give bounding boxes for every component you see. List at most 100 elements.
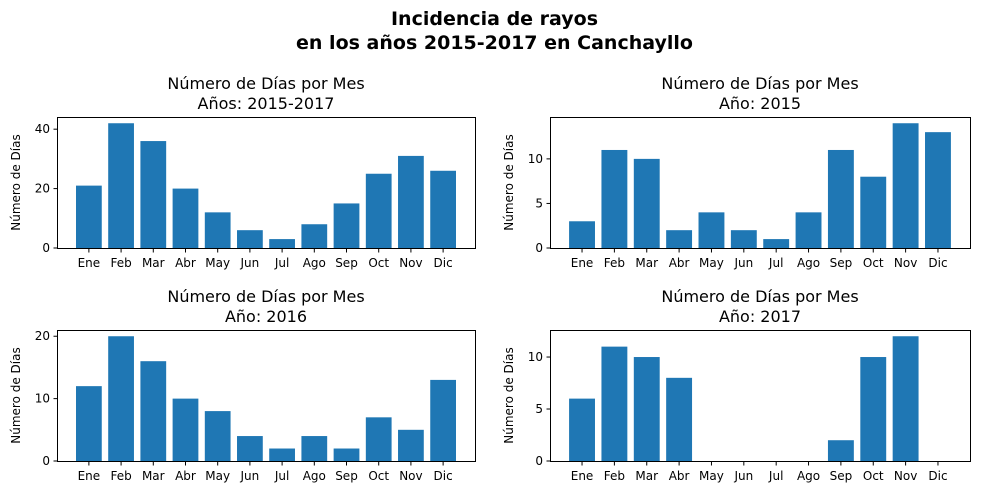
panel-title-line2: Año: 2016: [225, 307, 307, 326]
x-tick-label: Jun: [733, 469, 753, 483]
y-tick-label: 0: [535, 454, 543, 468]
bar-sep: [827, 149, 854, 248]
x-tick-label: Feb: [604, 256, 625, 270]
x-tick-label: Abr: [175, 469, 196, 483]
x-tick-label: Abr: [175, 256, 196, 270]
x-tick-label: Nov: [894, 256, 917, 270]
y-tick-label: 40: [35, 122, 50, 136]
bar-jul: [763, 239, 790, 248]
x-tick-label: Jun: [240, 256, 260, 270]
x-tick-label: Jul: [274, 469, 289, 483]
panel-title-line1: Número de Días por Mes: [167, 287, 364, 306]
y-tick-label: 10: [528, 350, 543, 364]
x-tick-label: Mar: [635, 256, 658, 270]
x-tick-label: Oct: [368, 469, 389, 483]
x-tick-label: Ene: [571, 469, 594, 483]
bar-jul: [269, 239, 295, 248]
x-tick-label: Abr: [669, 469, 690, 483]
bar-ene: [76, 185, 102, 248]
x-tick-label: Dic: [928, 469, 947, 483]
y-axis-label: Número de Días: [9, 134, 23, 230]
plot-frame: [550, 330, 971, 462]
x-tick-label: May: [699, 469, 724, 483]
x-tick-label: Sep: [830, 469, 853, 483]
x-tick-label: Abr: [669, 256, 690, 270]
x-tick-label: Mar: [635, 469, 658, 483]
bar-mar: [140, 141, 167, 248]
figure-title-line1: Incidencia de rayos: [391, 8, 598, 30]
x-tick-label: Mar: [142, 256, 165, 270]
x-tick-label: Ene: [78, 469, 101, 483]
y-tick-label: 10: [35, 392, 50, 406]
bar-nov: [398, 155, 424, 248]
x-tick-label: Feb: [110, 256, 131, 270]
y-tick-label: 10: [528, 152, 543, 166]
x-tick-label: Jul: [768, 256, 783, 270]
x-tick-label: Nov: [894, 469, 917, 483]
x-tick-label: Feb: [110, 469, 131, 483]
y-tick-label: 0: [42, 241, 50, 255]
bar-jul: [269, 448, 295, 461]
x-tick-label: Ago: [797, 469, 820, 483]
plot-frame: [57, 117, 476, 249]
y-tick-label: 20: [35, 329, 50, 343]
bar-feb: [108, 123, 134, 248]
x-tick-label: Nov: [399, 256, 422, 270]
bar-dic: [925, 132, 951, 248]
x-tick-label: Jul: [768, 469, 783, 483]
bar-ene: [76, 386, 102, 461]
bar-dic: [430, 170, 456, 248]
bar-abr: [172, 398, 199, 461]
x-tick-label: Sep: [830, 256, 853, 270]
bar-oct: [860, 357, 887, 461]
x-tick-label: Nov: [399, 469, 422, 483]
bar-feb: [601, 149, 628, 248]
bar-ago: [301, 224, 328, 248]
bar-sep: [827, 440, 854, 461]
bar-nov: [892, 336, 919, 461]
bar-may: [204, 212, 231, 248]
bar-oct: [365, 417, 392, 461]
x-tick-label: Sep: [335, 256, 358, 270]
x-tick-label: Jun: [733, 256, 753, 270]
bar-mar: [140, 361, 167, 461]
x-tick-label: Oct: [863, 256, 884, 270]
figure-title-line2: en los años 2015-2017 en Canchayllo: [296, 32, 693, 54]
y-axis-label: Número de Días: [502, 347, 516, 443]
x-tick-label: May: [205, 469, 230, 483]
bar-feb: [601, 346, 628, 461]
bar-ago: [795, 212, 822, 248]
plot-frame: [550, 117, 971, 249]
x-tick-label: Ene: [78, 256, 101, 270]
x-tick-label: Dic: [434, 256, 453, 270]
plot-frame: [57, 330, 476, 462]
panel-title-line1: Número de Días por Mes: [661, 287, 858, 306]
panel-title-line1: Número de Días por Mes: [661, 74, 858, 93]
bar-abr: [172, 188, 199, 248]
x-tick-label: Mar: [142, 469, 165, 483]
bar-jun: [730, 230, 757, 248]
y-tick-label: 0: [535, 241, 543, 255]
y-tick-label: 20: [35, 182, 50, 196]
panel-title-line2: Año: 2017: [719, 307, 801, 326]
bar-oct: [365, 173, 392, 248]
bar-sep: [333, 448, 360, 461]
x-tick-label: Dic: [928, 256, 947, 270]
y-tick-label: 0: [42, 454, 50, 468]
x-tick-label: May: [699, 256, 724, 270]
bar-nov: [892, 123, 919, 248]
bar-abr: [666, 377, 693, 461]
x-tick-label: Jul: [274, 256, 289, 270]
x-tick-label: Oct: [368, 256, 389, 270]
bar-dic: [430, 379, 456, 461]
x-tick-label: Feb: [604, 469, 625, 483]
bar-sep: [333, 203, 360, 248]
y-axis-label: Número de Días: [502, 134, 516, 230]
bar-ene: [569, 221, 595, 248]
bar-ene: [569, 398, 595, 461]
panel-title-line2: Año: 2015: [719, 94, 801, 113]
x-tick-label: Ago: [303, 256, 326, 270]
